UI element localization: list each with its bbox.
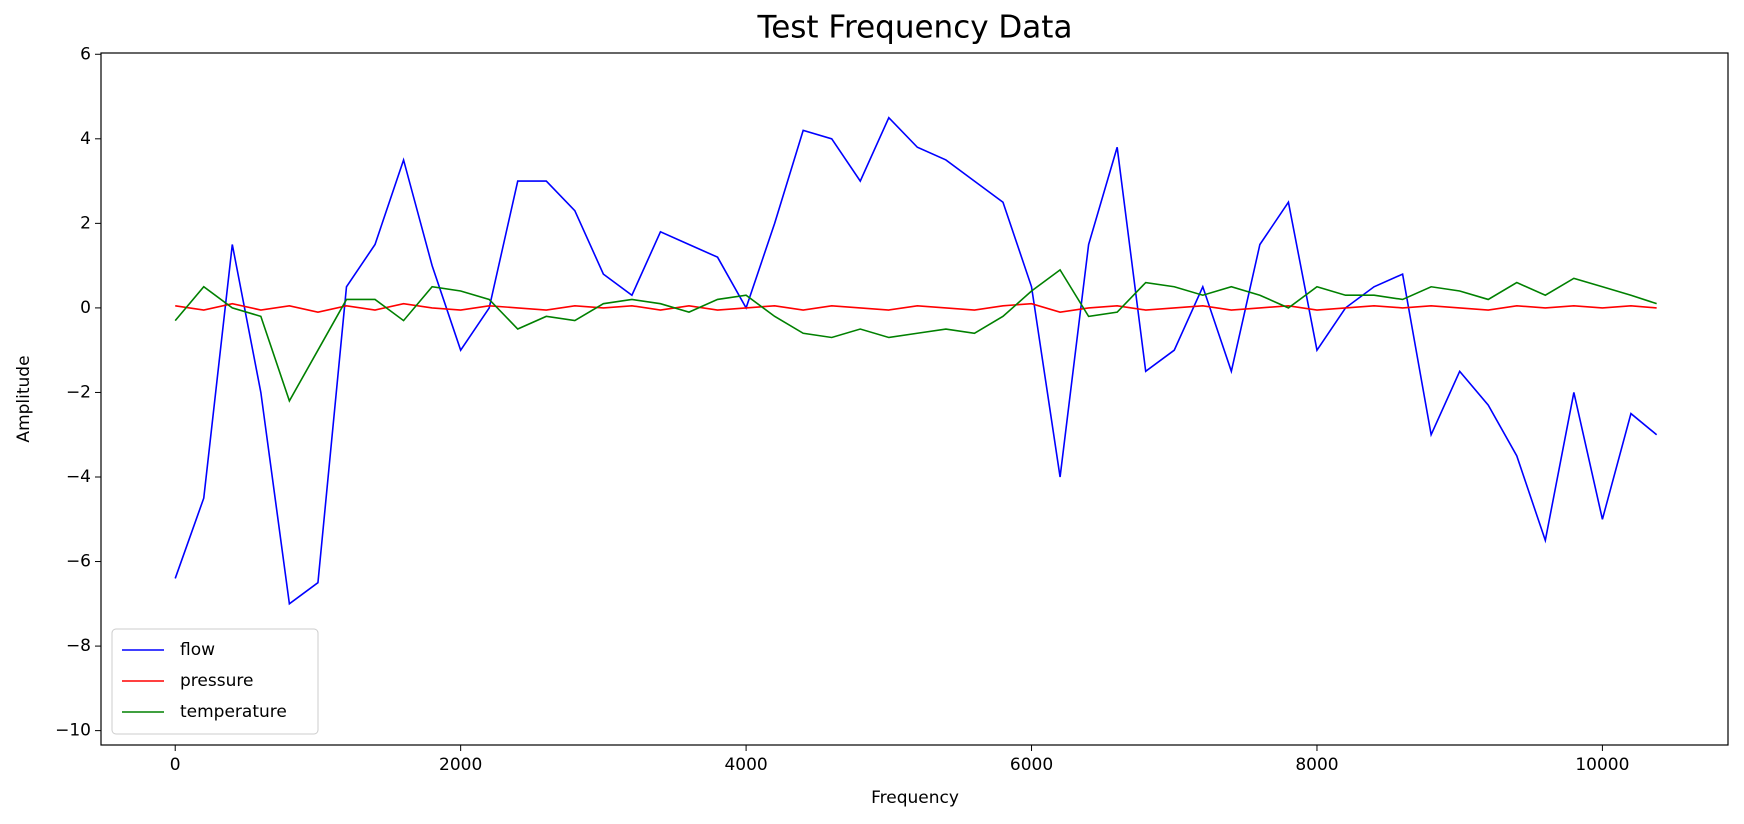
legend-label: temperature xyxy=(180,702,287,722)
legend-label: pressure xyxy=(180,671,253,691)
x-tick-label: 2000 xyxy=(439,755,482,775)
y-tick-label: 2 xyxy=(80,213,91,233)
y-tick-label: 4 xyxy=(80,129,91,149)
x-tick-label: 10000 xyxy=(1575,755,1629,775)
plot-frame xyxy=(100,52,1729,746)
x-tick-label: 4000 xyxy=(724,755,767,775)
y-tick-label: −2 xyxy=(66,382,91,402)
y-tick-label: −6 xyxy=(66,552,91,572)
y-tick-label: −10 xyxy=(55,721,91,741)
x-tick-label: 8000 xyxy=(1295,755,1338,775)
x-axis-label: Frequency xyxy=(871,788,959,808)
chart-title: Test Frequency Data xyxy=(757,10,1073,46)
y-axis-label: Amplitude xyxy=(14,355,34,442)
line-series xyxy=(175,302,1657,313)
y-tick-label: 0 xyxy=(80,298,91,318)
y-tick-label: 6 xyxy=(80,44,91,64)
y-tick-label: −8 xyxy=(66,636,91,656)
legend: flow pressure temperature xyxy=(111,628,319,735)
x-tick-label: 0 xyxy=(170,755,181,775)
y-tick-label: −4 xyxy=(66,467,91,487)
x-tick-label: 6000 xyxy=(1010,755,1053,775)
line-series xyxy=(174,268,1657,403)
legend-box xyxy=(111,628,319,735)
legend-label: flow xyxy=(180,640,215,660)
line-series xyxy=(174,116,1658,606)
